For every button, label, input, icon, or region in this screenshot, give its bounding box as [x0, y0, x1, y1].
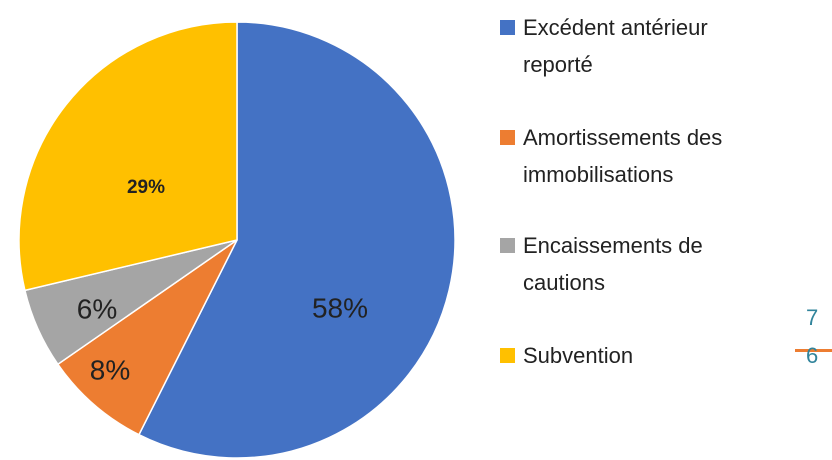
legend-swatch	[500, 238, 515, 253]
data-label: 8%	[90, 354, 130, 385]
legend-label: Amortissements des immobilisations	[523, 125, 723, 187]
legend-label: Excédent antérieur reporté	[523, 15, 708, 77]
legend-entry: Encaissements de cautions	[500, 227, 770, 301]
annotation: 6	[806, 343, 819, 368]
legend-swatch	[500, 348, 515, 363]
legend-label: Subvention	[523, 343, 634, 368]
data-label: 6%	[77, 293, 117, 324]
data-label: 29%	[127, 177, 165, 198]
decoration-line	[795, 349, 832, 352]
legend-label: Encaissements de cautions	[523, 233, 703, 295]
pie-slice	[18, 21, 238, 292]
legend-entry: Excédent antérieur reporté	[500, 9, 770, 83]
data-label: 58%	[312, 292, 368, 323]
legend-entry: Amortissements des immobilisations	[500, 119, 770, 193]
annotation: 7	[806, 305, 819, 330]
legend-swatch	[500, 130, 515, 145]
legend-entry: Subvention	[500, 337, 770, 374]
pie-slice	[56, 239, 238, 436]
legend-swatch	[500, 20, 515, 35]
pie-slice	[137, 21, 456, 459]
